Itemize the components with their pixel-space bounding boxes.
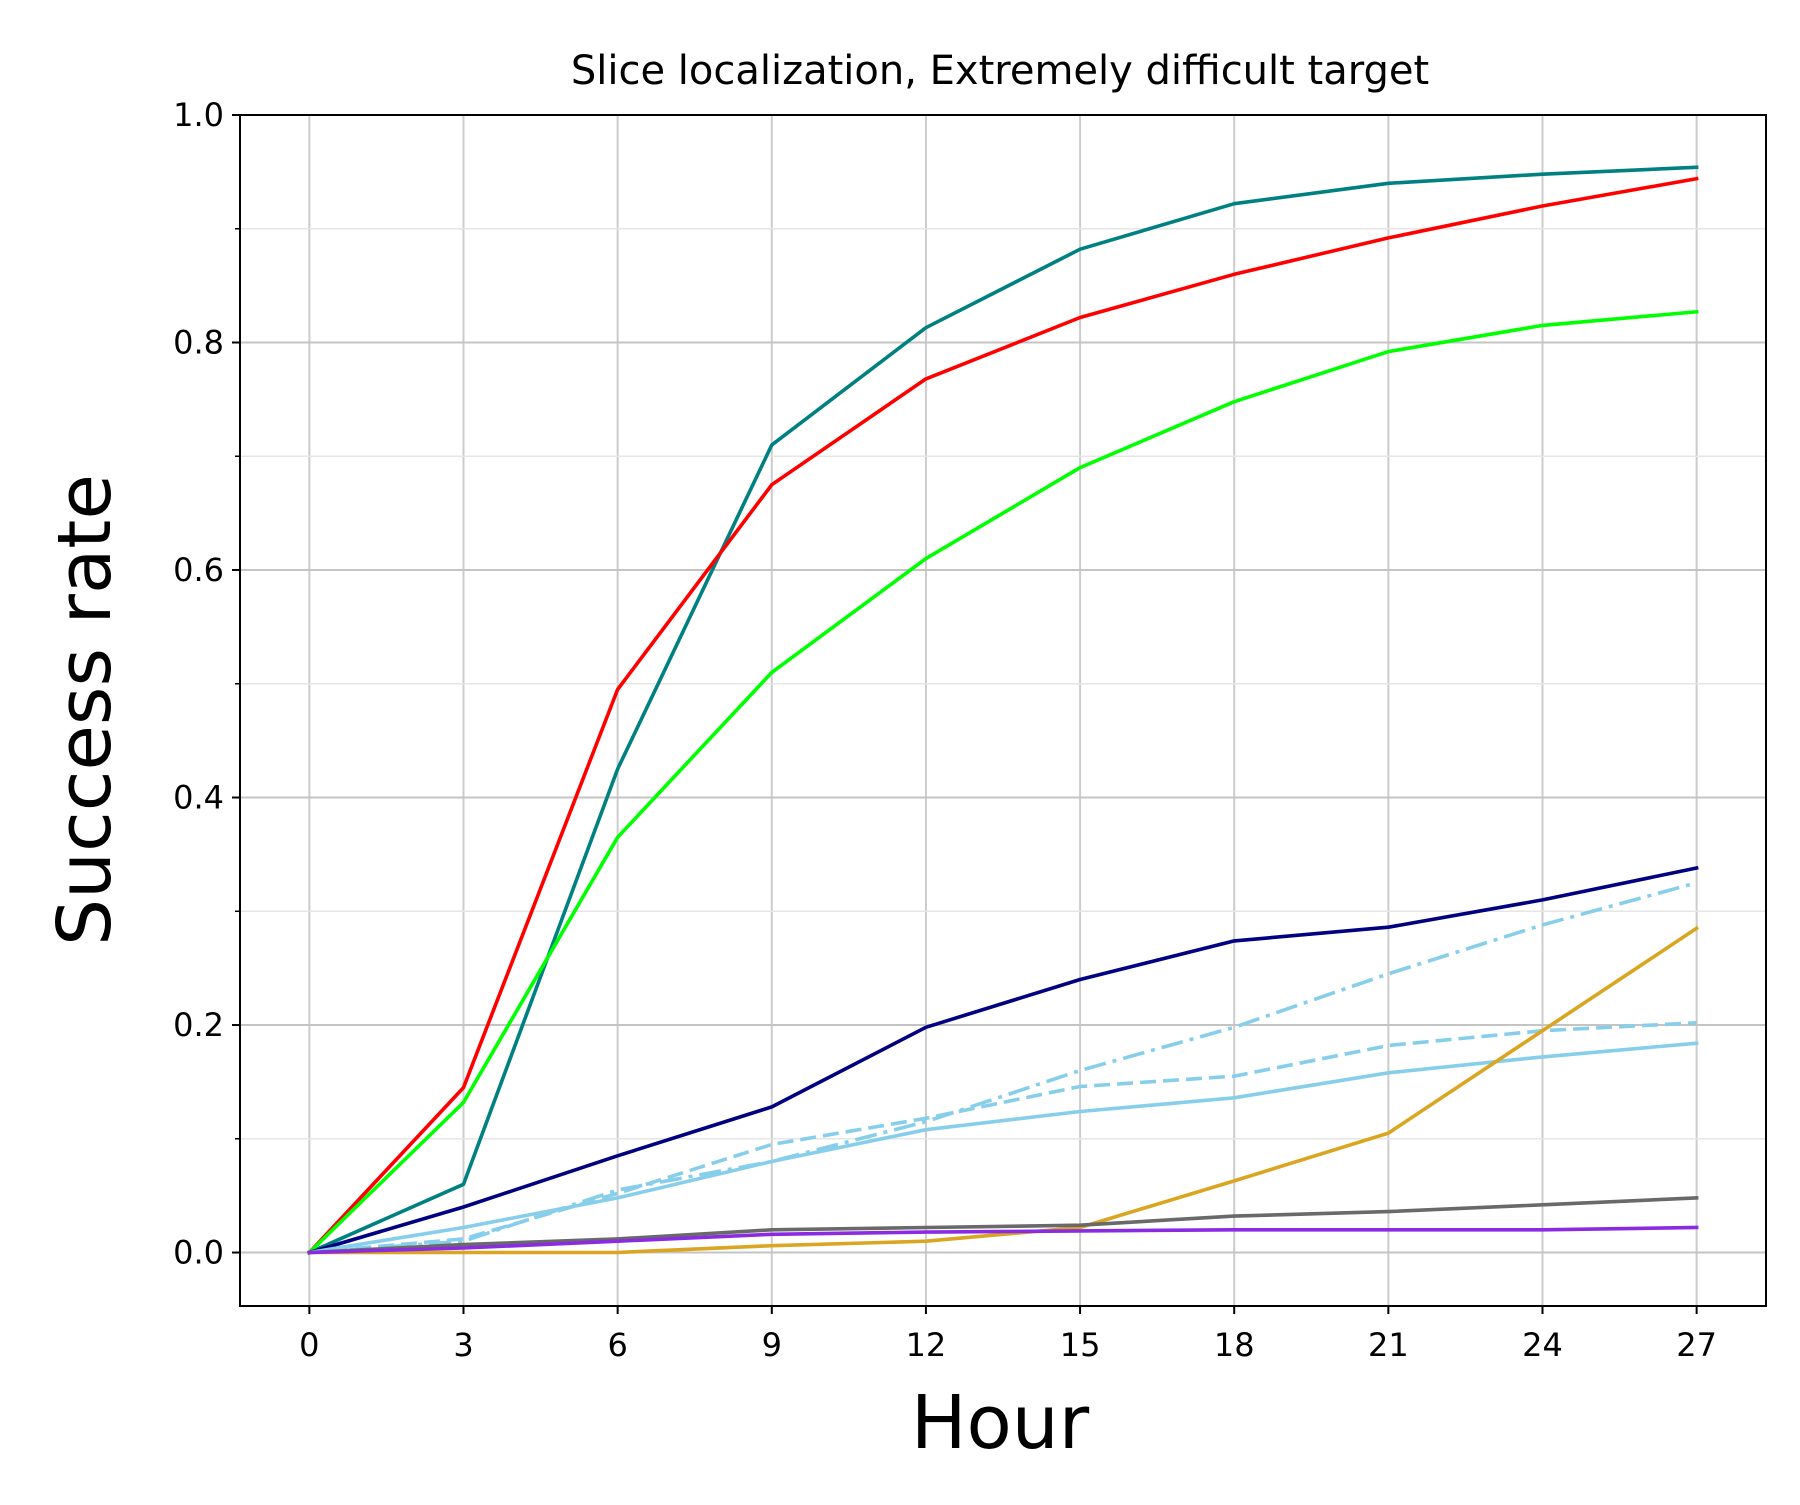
x-tick-label: 3 bbox=[453, 1326, 473, 1364]
series-line-7 bbox=[307, 925, 1700, 1255]
x-tick-label: 6 bbox=[607, 1326, 627, 1364]
plot-frame bbox=[239, 114, 1767, 1307]
x-tick-label: 0 bbox=[299, 1326, 319, 1364]
series-layer bbox=[306, 165, 1700, 1256]
series-line-9 bbox=[307, 1225, 1699, 1255]
series-line-3 bbox=[307, 865, 1699, 1255]
x-tick-label: 18 bbox=[1214, 1326, 1255, 1364]
x-tick-label: 15 bbox=[1060, 1326, 1101, 1364]
y-tick-label: 0.4 bbox=[173, 779, 224, 817]
y-tick-label: 1.0 bbox=[173, 96, 224, 134]
series-line-6 bbox=[307, 1041, 1699, 1255]
y-tick-label: 0.2 bbox=[173, 1006, 224, 1044]
x-tick-label: 21 bbox=[1368, 1326, 1409, 1364]
x-axis-label: Hour bbox=[911, 1380, 1090, 1466]
y-tick-label: 0.0 bbox=[173, 1234, 224, 1272]
x-tick-label: 9 bbox=[762, 1326, 782, 1364]
y-tick-label: 0.6 bbox=[173, 551, 224, 589]
x-tick-label: 27 bbox=[1676, 1326, 1717, 1364]
series-line-2 bbox=[306, 309, 1699, 1256]
grid-layer bbox=[240, 114, 1766, 1306]
x-tick-label: 12 bbox=[906, 1326, 947, 1364]
series-line-0 bbox=[307, 165, 1699, 1255]
y-tick-label: 0.8 bbox=[173, 324, 224, 362]
y-axis-label: Success rate bbox=[42, 474, 128, 946]
chart-title: Slice localization, Extremely difficult … bbox=[571, 48, 1429, 94]
series-line-5 bbox=[309, 1021, 1697, 1255]
tick-layer: 0 3 6 9 12 15 18 21 24 27 0.0 0.2 0.4 0.6 0.8 1.0 bbox=[173, 96, 1717, 1364]
x-tick-label: 24 bbox=[1522, 1326, 1563, 1364]
series-line-1 bbox=[306, 176, 1699, 1256]
series-line-8 bbox=[307, 1196, 1699, 1255]
